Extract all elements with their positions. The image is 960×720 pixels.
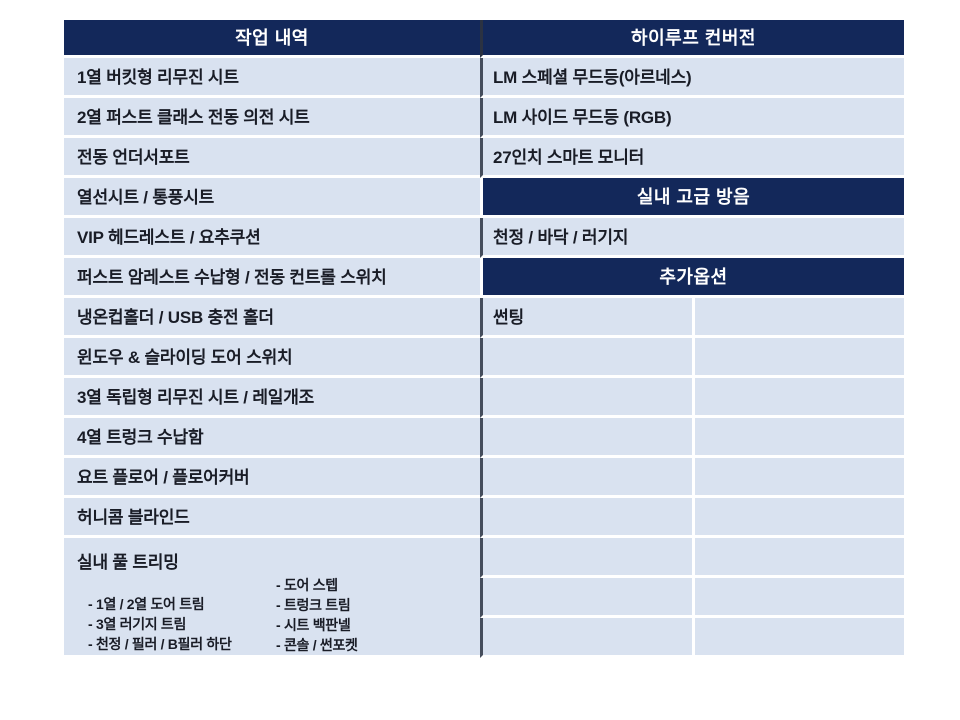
- trimming-item: - 천정 / 필러 / B필러 하단: [88, 636, 232, 652]
- empty-cell: [692, 458, 904, 498]
- empty-cell: [480, 578, 692, 618]
- option-cell-tinting: 썬팅: [480, 298, 692, 338]
- empty-cell: [692, 498, 904, 538]
- table-row: 4열 트렁크 수납함: [64, 418, 480, 458]
- table-row: 3열 독립형 리무진 시트 / 레일개조: [64, 378, 480, 418]
- table-row: 천정 / 바닥 / 러기지: [480, 218, 904, 258]
- header-highroof-conversion: 하이루프 컨버전: [480, 20, 904, 58]
- empty-cell: [692, 298, 904, 338]
- table-row: LM 사이드 무드등 (RGB): [480, 98, 904, 138]
- empty-cell: [692, 538, 904, 578]
- trimming-item: - 1열 / 2열 도어 트림: [88, 596, 205, 612]
- table-row: LM 스페셜 무드등(아르네스): [480, 58, 904, 98]
- table-row: 1열 버킷형 리무진 시트: [64, 58, 480, 98]
- table-row: VIP 헤드레스트 / 요추쿠션: [64, 218, 480, 258]
- trimming-list-left: - 1열 / 2열 도어 트림 - 3열 러기지 트림 - 천정 / 필러 / …: [88, 594, 232, 654]
- interior-trimming-cell: 실내 풀 트리밍 - 1열 / 2열 도어 트림 - 3열 러기지 트림 - 천…: [64, 538, 480, 658]
- table-row: 27인치 스마트 모니터: [480, 138, 904, 178]
- table-row: 냉온컵홀더 / USB 충전 홀더: [64, 298, 480, 338]
- trimming-item: - 도어 스텝: [276, 577, 338, 593]
- trimming-item: - 시트 백판넬: [276, 617, 351, 633]
- table-row: 윈도우 & 슬라이딩 도어 스위치: [64, 338, 480, 378]
- empty-cell: [480, 418, 692, 458]
- table-row: 허니콤 블라인드: [64, 498, 480, 538]
- empty-cell: [480, 538, 692, 578]
- section-header-soundproof: 실내 고급 방음: [480, 178, 904, 218]
- section-header-extra-options: 추가옵션: [480, 258, 904, 298]
- trimming-list-right: - 도어 스텝 - 트렁크 트림 - 시트 백판넬 - 콘솔 / 썬포켓: [276, 575, 358, 655]
- trimming-item: - 콘솔 / 썬포켓: [276, 637, 358, 653]
- empty-cell: [692, 578, 904, 618]
- empty-cell: [480, 618, 692, 658]
- header-work-details: 작업 내역: [64, 20, 480, 58]
- table-row: 열선시트 / 통풍시트: [64, 178, 480, 218]
- empty-cell: [692, 418, 904, 458]
- table-row: 전동 언더서포트: [64, 138, 480, 178]
- empty-cell: [692, 378, 904, 418]
- empty-cell: [692, 618, 904, 658]
- empty-cell: [480, 338, 692, 378]
- table-row: 퍼스트 암레스트 수납형 / 전동 컨트롤 스위치: [64, 258, 480, 298]
- empty-cell: [480, 458, 692, 498]
- table-row: 2열 퍼스트 클래스 전동 의전 시트: [64, 98, 480, 138]
- empty-cell: [480, 378, 692, 418]
- trimming-title: 실내 풀 트리밍: [77, 553, 179, 572]
- work-options-table: 작업 내역 하이루프 컨버전 1열 버킷형 리무진 시트 LM 스페셜 무드등(…: [64, 20, 904, 658]
- empty-cell: [480, 498, 692, 538]
- trimming-item: - 트렁크 트림: [276, 597, 351, 613]
- trimming-item: - 3열 러기지 트림: [88, 616, 187, 632]
- table-row: 요트 플로어 / 플로어커버: [64, 458, 480, 498]
- empty-cell: [692, 338, 904, 378]
